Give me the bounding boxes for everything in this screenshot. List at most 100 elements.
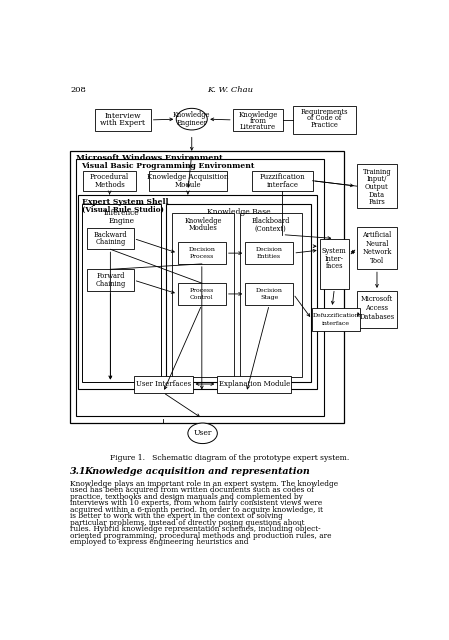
FancyBboxPatch shape	[178, 283, 226, 305]
Ellipse shape	[188, 423, 217, 444]
Text: (Visual Rule Studio): (Visual Rule Studio)	[83, 206, 164, 214]
Text: practice, textbooks and design manuals and complemented by: practice, textbooks and design manuals a…	[70, 493, 303, 500]
FancyBboxPatch shape	[357, 164, 397, 209]
FancyBboxPatch shape	[87, 269, 134, 291]
Text: Microsoft Windows Environment: Microsoft Windows Environment	[75, 154, 222, 163]
Text: Knowledge plays an important role in an expert system. The knowledge: Knowledge plays an important role in an …	[70, 479, 338, 488]
Text: Modules: Modules	[189, 225, 218, 232]
Text: K. W. Chau: K. W. Chau	[207, 86, 253, 94]
Text: Network: Network	[362, 248, 392, 257]
FancyBboxPatch shape	[252, 171, 313, 191]
Text: Figure 1.   Schematic diagram of the prototype expert system.: Figure 1. Schematic diagram of the proto…	[110, 454, 349, 462]
Text: Explanation Module: Explanation Module	[219, 380, 290, 388]
Text: Defuzzification: Defuzzification	[313, 313, 359, 318]
Text: of Code of: of Code of	[307, 115, 341, 122]
Text: Expert System Shell: Expert System Shell	[83, 198, 169, 206]
FancyBboxPatch shape	[217, 376, 291, 392]
FancyBboxPatch shape	[78, 195, 317, 388]
Text: Knowledge: Knowledge	[238, 111, 277, 118]
Text: from: from	[250, 116, 267, 125]
Text: Input/: Input/	[367, 175, 387, 183]
FancyBboxPatch shape	[357, 291, 397, 328]
Text: Engine: Engine	[108, 217, 134, 225]
Text: Output: Output	[365, 183, 389, 191]
Text: is better to work with the expert in the context of solving: is better to work with the expert in the…	[70, 512, 283, 520]
Text: interface: interface	[266, 180, 299, 189]
Text: with Expert: with Expert	[100, 119, 145, 127]
Text: Tool: Tool	[370, 257, 384, 265]
Text: Practice: Practice	[310, 120, 338, 129]
Text: Inter-: Inter-	[325, 255, 344, 262]
FancyBboxPatch shape	[166, 204, 311, 383]
Text: used has been acquired from written documents such as codes of: used has been acquired from written docu…	[70, 486, 314, 494]
Text: 3.1: 3.1	[70, 467, 87, 476]
Text: interviews with 10 experts, from whom fairly consistent views were: interviews with 10 experts, from whom fa…	[70, 499, 322, 507]
Text: Inference: Inference	[103, 209, 139, 217]
Text: Decision: Decision	[256, 247, 283, 252]
Ellipse shape	[176, 108, 207, 130]
Text: oriented programming, procedural methods and production rules, are: oriented programming, procedural methods…	[70, 532, 331, 540]
FancyBboxPatch shape	[87, 228, 134, 249]
FancyBboxPatch shape	[178, 243, 226, 264]
Text: Engineer: Engineer	[176, 119, 207, 127]
Text: employed to express engineering heuristics and: employed to express engineering heuristi…	[70, 538, 249, 547]
Text: Training: Training	[363, 168, 391, 175]
FancyBboxPatch shape	[134, 376, 193, 392]
Text: Decision: Decision	[256, 287, 283, 292]
Text: Entities: Entities	[257, 255, 282, 259]
Text: Chaining: Chaining	[95, 280, 126, 288]
Text: Literature: Literature	[240, 123, 276, 131]
Text: Decision: Decision	[189, 247, 215, 252]
FancyBboxPatch shape	[172, 213, 234, 377]
Text: Knowledge Base: Knowledge Base	[207, 208, 270, 216]
FancyBboxPatch shape	[70, 152, 344, 422]
FancyBboxPatch shape	[245, 243, 293, 264]
Text: Neural: Neural	[365, 240, 389, 248]
Text: Process: Process	[189, 255, 214, 259]
Text: Pairs: Pairs	[369, 198, 385, 206]
Text: Module: Module	[175, 180, 201, 189]
Text: Process: Process	[189, 287, 214, 292]
Text: Forward: Forward	[96, 272, 124, 280]
FancyBboxPatch shape	[292, 106, 356, 134]
Text: Knowledge acquisition and representation: Knowledge acquisition and representation	[84, 467, 310, 476]
FancyBboxPatch shape	[149, 171, 227, 191]
Text: User: User	[194, 429, 212, 437]
Text: User Interfaces: User Interfaces	[136, 380, 191, 388]
FancyBboxPatch shape	[82, 204, 161, 383]
Text: Control: Control	[190, 295, 214, 300]
Text: interface: interface	[322, 321, 350, 326]
FancyBboxPatch shape	[357, 227, 397, 269]
FancyBboxPatch shape	[95, 109, 151, 131]
Text: rules. Hybrid knowledge representation schemes, including object-: rules. Hybrid knowledge representation s…	[70, 525, 321, 533]
FancyBboxPatch shape	[245, 283, 293, 305]
Text: particular problems, instead of directly posing questions about: particular problems, instead of directly…	[70, 519, 304, 527]
Text: Procedural: Procedural	[90, 173, 129, 181]
Text: Requirements: Requirements	[300, 108, 348, 116]
Text: Microsoft: Microsoft	[361, 294, 393, 303]
Text: Backward: Backward	[93, 230, 127, 239]
Text: Knowledge Acquisition: Knowledge Acquisition	[147, 173, 229, 181]
Text: Knowledge: Knowledge	[185, 217, 222, 225]
FancyBboxPatch shape	[233, 109, 283, 131]
FancyBboxPatch shape	[312, 308, 360, 331]
Text: Databases: Databases	[359, 313, 395, 321]
Text: Stage: Stage	[260, 295, 278, 300]
FancyBboxPatch shape	[83, 171, 136, 191]
Text: Access: Access	[365, 304, 388, 312]
Text: Methods: Methods	[94, 180, 125, 189]
Text: Blackboard: Blackboard	[251, 217, 290, 225]
Text: Interview: Interview	[105, 112, 141, 120]
FancyBboxPatch shape	[320, 239, 349, 289]
Text: Knowledge: Knowledge	[173, 111, 211, 119]
Text: Fuzzification: Fuzzification	[260, 173, 305, 181]
Text: Artificial: Artificial	[362, 232, 392, 239]
Text: faces: faces	[326, 262, 343, 270]
Text: 208: 208	[70, 86, 86, 94]
Text: Visual Basic Programming Environment: Visual Basic Programming Environment	[81, 162, 255, 170]
Text: (Context): (Context)	[255, 225, 286, 232]
Text: System: System	[322, 247, 347, 255]
FancyBboxPatch shape	[240, 213, 302, 377]
Text: acquired within a 6-month period. In order to acquire knowledge, it: acquired within a 6-month period. In ord…	[70, 506, 323, 514]
Text: Chaining: Chaining	[95, 238, 126, 246]
